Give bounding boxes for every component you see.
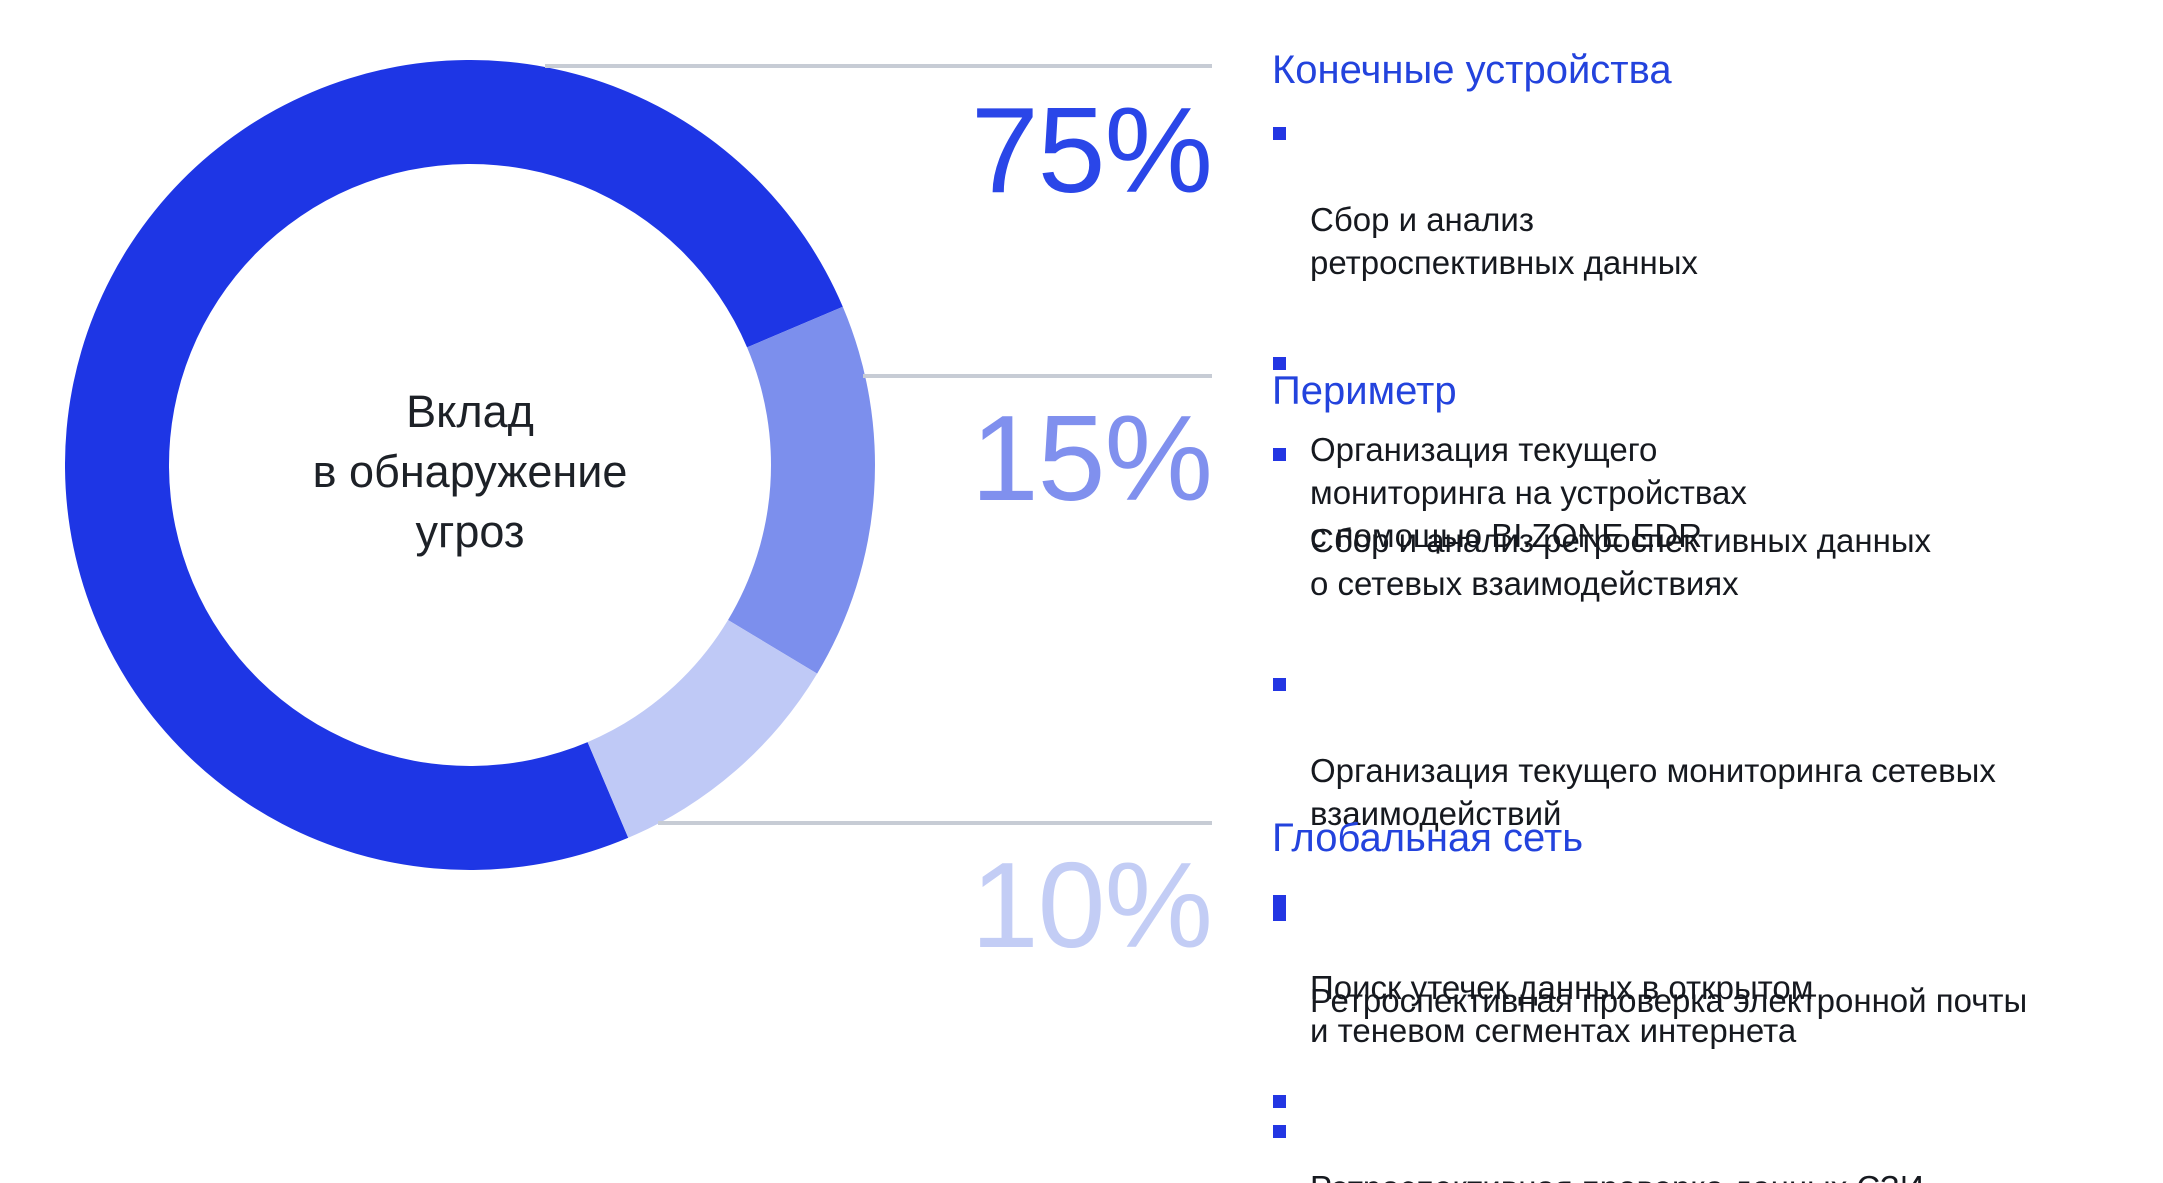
section-global-network: Глобальная сеть Поиск утечек данных в от…	[1272, 812, 2132, 1183]
section-perimeter: Периметр Сбор и анализ ретроспективных д…	[1272, 365, 2132, 1183]
leader-line-endpoints	[545, 64, 1212, 68]
bullet-square-icon	[1273, 908, 1286, 921]
list-item-text: Организация текущего мониторинга сетевых…	[1310, 752, 1996, 832]
bullet-square-icon	[1273, 895, 1286, 908]
section-title-global-network: Глобальная сеть	[1272, 816, 1584, 860]
percent-label-10: 10%	[970, 837, 1213, 973]
list-item: Поиск фишинговых сайтов, фейковых домено…	[1272, 1110, 2132, 1183]
list-item: Ретроспективная проверка данных СЗИ	[1272, 1080, 2132, 1183]
bullet-square-icon	[1273, 357, 1286, 370]
list-item-text: Организация текущего мониторинга на устр…	[1310, 431, 1747, 554]
donut-segment-10pct	[587, 620, 818, 838]
bullet-square-icon	[1273, 1095, 1286, 1108]
list-item-text: Сбор и анализ ретроспективных данных	[1310, 201, 1698, 281]
bullet-square-icon	[1273, 448, 1286, 461]
list-item-text: Ретроспективная проверка данных СЗИ	[1310, 1166, 2132, 1183]
bullet-square-icon	[1273, 127, 1286, 140]
donut-chart	[65, 60, 875, 870]
list-item: Сбор и анализ ретроспективных данных	[1272, 112, 2132, 327]
leader-line-perimeter	[863, 374, 1212, 378]
list-item-text: Ретроспективная проверка электронной поч…	[1310, 982, 2028, 1019]
bullet-square-icon	[1273, 678, 1286, 691]
bullet-square-icon	[1273, 1125, 1286, 1138]
list-item: Организация текущего мониторинга на устр…	[1272, 342, 2132, 600]
leader-line-global-network	[658, 821, 1212, 825]
donut-segment-15pct	[728, 306, 875, 674]
list-item: Ретроспективная проверка электронной поч…	[1272, 893, 2132, 1065]
donut-center-label: Вклад в обнаружение угроз	[312, 386, 628, 557]
list-item-text: Поиск утечек данных в открытом и теневом…	[1310, 969, 1814, 1049]
percent-label-75: 75%	[970, 82, 1213, 218]
section-endpoints: Конечные устройства Сбор и анализ ретрос…	[1272, 44, 2132, 615]
list-item: Поиск утечек данных в открытом и теневом…	[1272, 880, 2132, 1095]
section-title-perimeter: Периметр	[1272, 369, 1457, 413]
percent-label-15: 15%	[970, 390, 1213, 526]
section-title-endpoints: Конечные устройства	[1272, 48, 1672, 92]
list-item: Сбор и анализ ретроспективных данных о с…	[1272, 433, 2132, 648]
list-item: Организация текущего мониторинга сетевых…	[1272, 663, 2132, 878]
list-item-text: Сбор и анализ ретроспективных данных о с…	[1310, 522, 1932, 602]
